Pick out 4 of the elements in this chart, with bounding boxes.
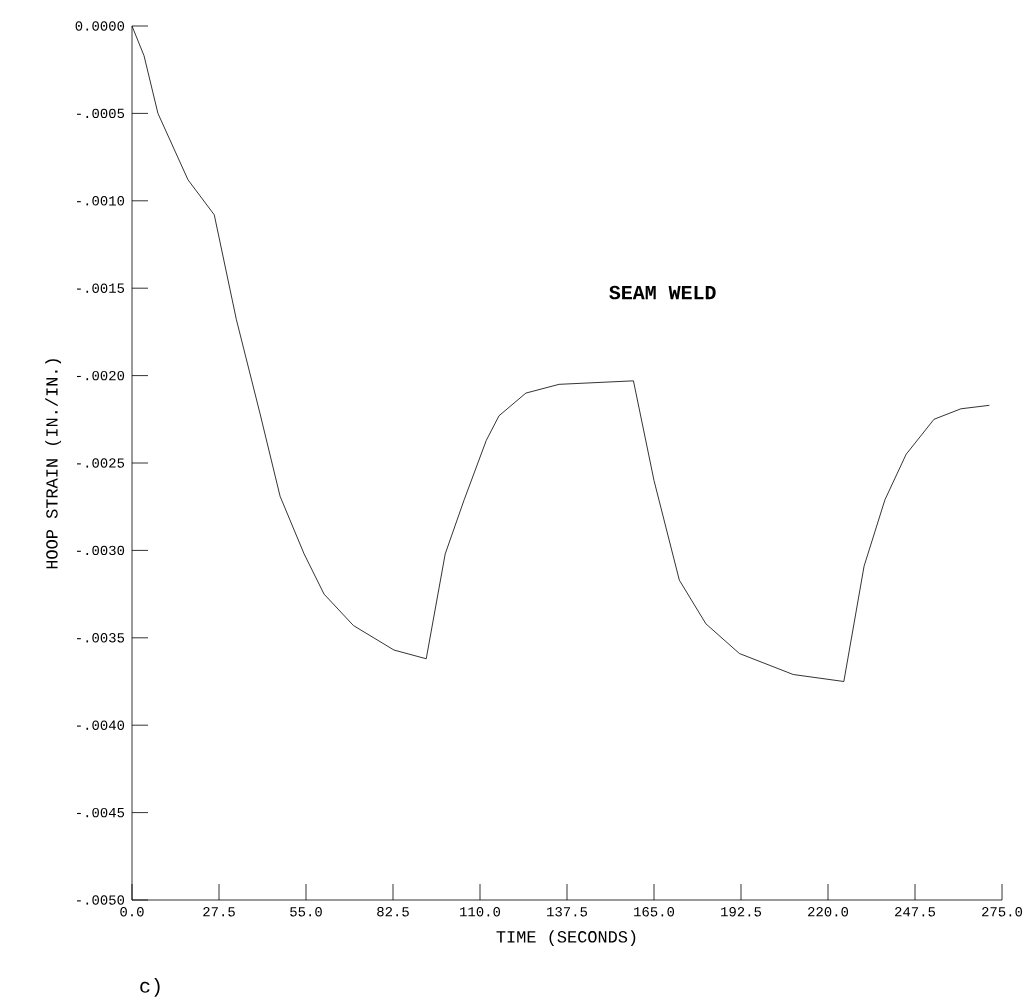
y-axis-title: HOOP STRAIN (IN./IN.) (45, 359, 62, 569)
text: c) (140, 978, 160, 997)
x-axis-title: TIME (SECONDS) (496, 930, 636, 946)
annotation: SEAM WELD (609, 285, 716, 300)
